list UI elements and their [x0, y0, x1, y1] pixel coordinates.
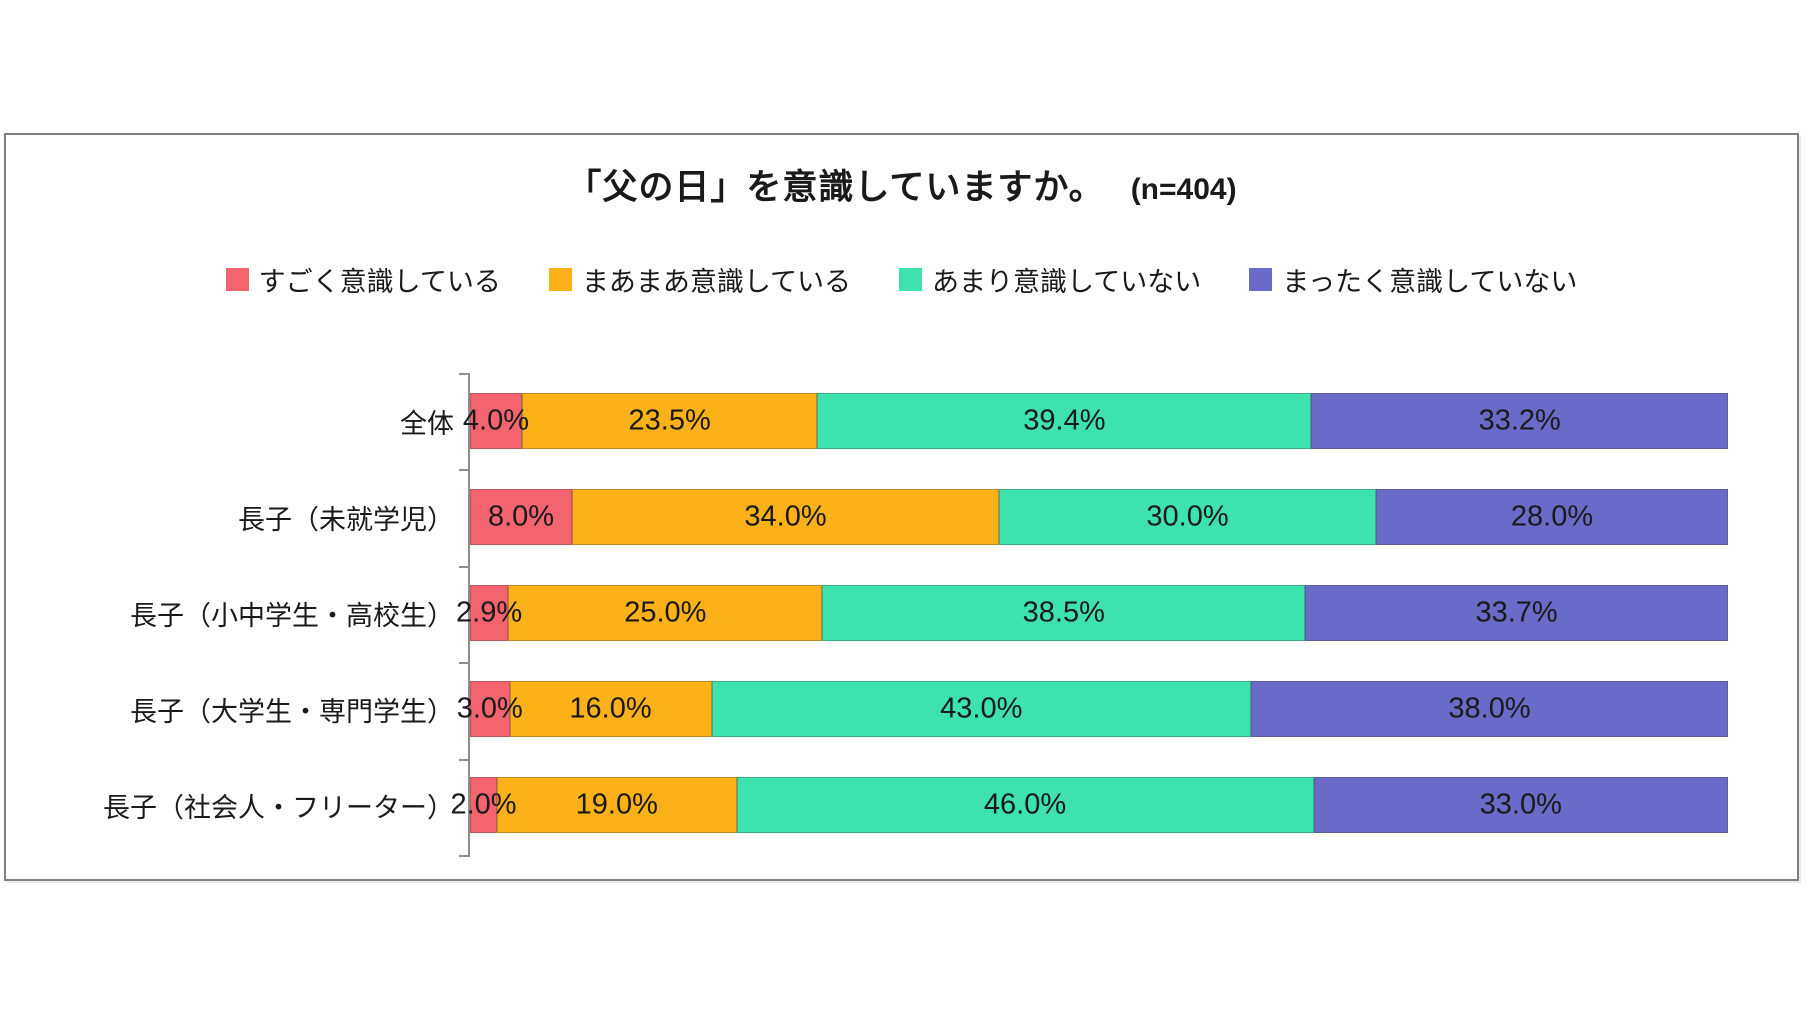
data-label: 23.5%: [628, 404, 711, 437]
chart-frame: 「父の日」を意識していますか。 (n=404) すごく意識している まあまあ意識して…: [4, 133, 1799, 881]
data-label: 8.0%: [487, 500, 555, 533]
data-label: 46.0%: [983, 788, 1067, 821]
bar-segment: 4.0%: [463, 393, 529, 449]
bar-stack: 3.0% 16.0% 43.0% 38.0%: [457, 681, 1728, 737]
axis-tick: [459, 469, 468, 471]
data-label: 30.0%: [1146, 500, 1229, 533]
data-label: 33.7%: [1475, 596, 1558, 629]
bar-stack: 4.0% 23.5% 39.4% 33.2%: [463, 393, 1728, 449]
bar-segment: 33.7%: [1305, 585, 1728, 641]
legend-swatch-icon: [899, 268, 923, 291]
axis-tick: [459, 759, 468, 761]
category-label: 全体: [400, 408, 454, 439]
data-label: 16.0%: [569, 692, 652, 725]
axis-tick: [459, 566, 468, 568]
category-axis: [459, 373, 470, 857]
bar-segment: 33.2%: [1311, 393, 1728, 449]
bar-segment: 38.0%: [1251, 681, 1728, 737]
axis-tick: [459, 855, 468, 857]
bar-segment: 38.5%: [822, 585, 1306, 641]
bar-segment: 8.0%: [470, 489, 572, 545]
bar-segment: 2.9%: [456, 585, 522, 641]
legend-item: あまり意識していない: [899, 260, 1201, 299]
legend-label: あまり意識していない: [932, 267, 1202, 297]
data-label: 25.0%: [624, 596, 707, 629]
bar-segment: 19.0%: [497, 777, 737, 833]
data-label: 34.0%: [744, 500, 827, 533]
data-label: 3.0%: [456, 692, 523, 725]
chart-row: 長子（未就学児） 8.0% 34.0% 30.0% 28.0%: [6, 469, 1797, 565]
bar-segment: 16.0%: [509, 681, 712, 737]
bar-segment: 2.0%: [450, 777, 517, 833]
chart-row: 長子（小中学生・高校生） 2.9% 25.0% 38.5% 33.7%: [6, 565, 1797, 661]
bar-stack: 8.0% 34.0% 30.0% 28.0%: [470, 489, 1728, 545]
legend-swatch-icon: [1249, 268, 1273, 291]
data-label: 28.0%: [1510, 500, 1594, 533]
data-label: 38.0%: [1448, 692, 1531, 725]
bar-segment: 46.0%: [736, 777, 1314, 833]
legend-label: まったく意識していない: [1282, 267, 1578, 297]
data-label: 39.4%: [1023, 404, 1106, 437]
data-label: 33.0%: [1479, 788, 1562, 821]
bar-segment: 23.5%: [521, 393, 818, 449]
bar-segment: 25.0%: [508, 585, 823, 641]
bar-segment: 43.0%: [711, 681, 1251, 737]
legend: すごく意識している まあまあ意識している あまり意識していない まったく意識していない: [6, 260, 1797, 299]
category-label: 長子（社会人・フリーター）: [103, 792, 454, 823]
data-label: 43.0%: [940, 692, 1023, 725]
bar-segment: 33.0%: [1313, 777, 1728, 833]
axis-tick: [459, 662, 468, 664]
legend-swatch-icon: [225, 268, 249, 291]
legend-label: まあまあ意識している: [581, 267, 852, 297]
data-label: 33.2%: [1478, 404, 1561, 437]
stacked-bar-chart: 全体 4.0% 23.5% 39.4% 33.2% 長子（未就学児） 8.0% 34.0% 30…: [6, 373, 1797, 853]
bar-segment: 30.0%: [999, 489, 1376, 545]
bar-stack: 2.0% 19.0% 46.0% 33.0%: [450, 777, 1728, 833]
legend-item: まあまあ意識している: [548, 260, 852, 299]
legend-swatch-icon: [548, 268, 572, 291]
legend-item: すごく意識している: [225, 260, 501, 299]
bar-stack: 2.9% 25.0% 38.5% 33.7%: [456, 585, 1728, 641]
data-label: 19.0%: [575, 788, 658, 821]
chart-title-text: 「父の日」を意識していますか。: [566, 168, 1105, 207]
bar-segment: 3.0%: [457, 681, 523, 737]
category-label: 長子（未就学児）: [238, 504, 454, 535]
bar-segment: 34.0%: [572, 489, 999, 545]
legend-item: まったく意識していない: [1249, 260, 1577, 299]
bar-segment: 39.4%: [817, 393, 1312, 449]
category-label: 長子（小中学生・高校生）: [130, 600, 454, 631]
chart-title: 「父の日」を意識していますか。 (n=404): [6, 159, 1797, 210]
bar-segment: 28.0%: [1376, 489, 1728, 545]
chart-row: 長子（社会人・フリーター） 2.0% 19.0% 46.0% 33.0%: [6, 757, 1797, 853]
data-label: 2.0%: [450, 788, 517, 821]
legend-label: すごく意識している: [258, 267, 501, 297]
chart-row: 長子（大学生・専門学生） 3.0% 16.0% 43.0% 38.0%: [6, 661, 1797, 757]
chart-row: 全体 4.0% 23.5% 39.4% 33.2%: [6, 373, 1797, 469]
category-label: 長子（大学生・専門学生）: [130, 696, 454, 727]
sample-size-label: (n=404): [1130, 173, 1237, 206]
data-label: 4.0%: [462, 404, 530, 437]
data-label: 2.9%: [456, 596, 523, 629]
data-label: 38.5%: [1022, 596, 1105, 629]
axis-tick: [459, 373, 468, 375]
